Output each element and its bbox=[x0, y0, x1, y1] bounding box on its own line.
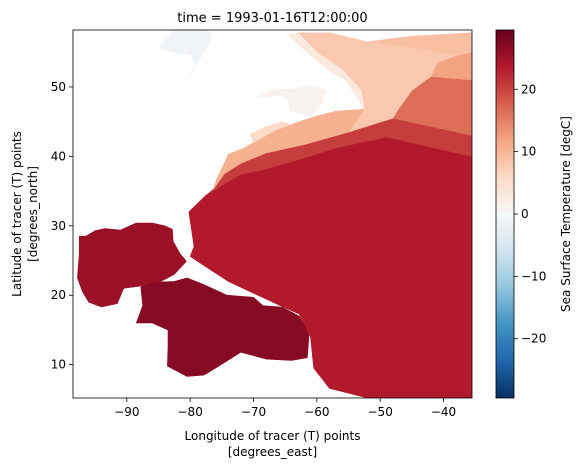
colorbar-tick-label: −10 bbox=[521, 269, 546, 283]
y-tick-label: 10 bbox=[51, 358, 66, 372]
region-gulf-of-st-lawrence bbox=[256, 85, 327, 117]
colorbar-tick-label: 20 bbox=[521, 82, 536, 96]
y-axis-units: [degrees_north] bbox=[26, 166, 40, 262]
y-tick-label: 20 bbox=[51, 288, 66, 302]
y-tick-label: 40 bbox=[51, 149, 66, 163]
region-hudson-bay bbox=[157, 30, 213, 77]
chart-title: time = 1993-01-16T12:00:00 bbox=[177, 11, 367, 26]
colorbar-tick-label: 10 bbox=[521, 145, 536, 159]
colorbar-tick-label: 0 bbox=[521, 207, 529, 221]
y-axis-label: Latitude of tracer (T) points bbox=[10, 131, 24, 297]
plot-area-frame bbox=[72, 29, 473, 399]
x-tick-label: −50 bbox=[368, 405, 393, 419]
region-newfoundland-shelf bbox=[287, 32, 365, 110]
colorbar-tick-label: −20 bbox=[521, 332, 546, 346]
sst-field bbox=[77, 30, 472, 398]
x-tick-label: −90 bbox=[114, 405, 139, 419]
x-axis-label: Longitude of tracer (T) points bbox=[185, 429, 361, 443]
colorbar bbox=[495, 29, 515, 399]
x-tick-label: −60 bbox=[304, 405, 329, 419]
colorbar-label: Sea Surface Temperature [degC] bbox=[559, 116, 573, 312]
region-gulf-of-maine bbox=[249, 121, 293, 143]
x-axis-units: [degrees_east] bbox=[228, 445, 317, 459]
y-tick-label: 50 bbox=[51, 80, 66, 94]
x-axis-ticks: −90 −80 −70 −60 −50 −40 bbox=[114, 398, 456, 419]
region-gulf-of-mexico bbox=[77, 222, 187, 308]
x-tick-label: −80 bbox=[178, 405, 203, 419]
y-axis-ticks: 10 20 30 40 50 bbox=[51, 80, 73, 372]
region-caribbean-sea bbox=[135, 277, 310, 377]
x-tick-label: −70 bbox=[241, 405, 266, 419]
y-tick-label: 30 bbox=[51, 219, 66, 233]
colorbar-ticks: 20 10 0 −10 −20 bbox=[514, 82, 546, 346]
x-tick-label: −40 bbox=[431, 405, 456, 419]
region-mid-atlantic-bight bbox=[213, 108, 365, 190]
